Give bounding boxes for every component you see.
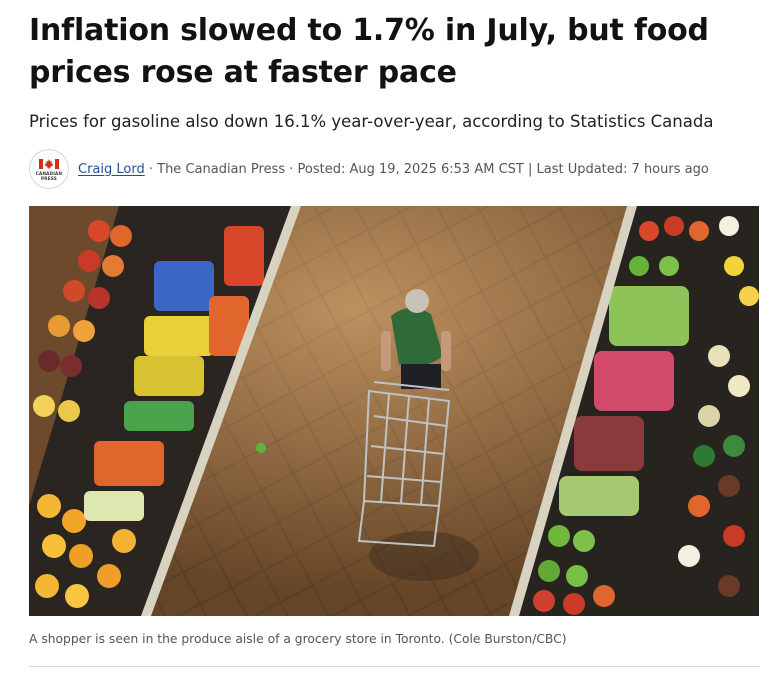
article-deck: Prices for gasoline also down 16.1% year… bbox=[29, 112, 714, 131]
grocery-aisle-image bbox=[29, 206, 759, 616]
shopper-figure bbox=[381, 289, 451, 389]
shopping-cart bbox=[357, 381, 451, 548]
article-headline: Inflation slowed to 1.7% in July, but fo… bbox=[29, 10, 749, 94]
headline-line-1: Inflation slowed to 1.7% in July, but fo… bbox=[29, 13, 709, 48]
canadian-press-logo-icon: CANADIAN PRESS bbox=[29, 149, 69, 189]
logo-text: CANADIAN PRESS bbox=[35, 171, 63, 181]
article-photo bbox=[29, 206, 759, 616]
headline-line-2: prices rose at faster pace bbox=[29, 55, 457, 90]
photo-caption: A shopper is seen in the produce aisle o… bbox=[29, 632, 567, 646]
author-link[interactable]: Craig Lord bbox=[78, 161, 145, 177]
byline-meta: · The Canadian Press · Posted: Aug 19, 2… bbox=[144, 161, 709, 177]
byline-text: Craig Lord · The Canadian Press · Posted… bbox=[78, 162, 709, 177]
divider bbox=[29, 666, 759, 667]
maple-leaf-icon bbox=[39, 159, 59, 170]
byline: CANADIAN PRESS Craig Lord · The Canadian… bbox=[29, 148, 769, 190]
